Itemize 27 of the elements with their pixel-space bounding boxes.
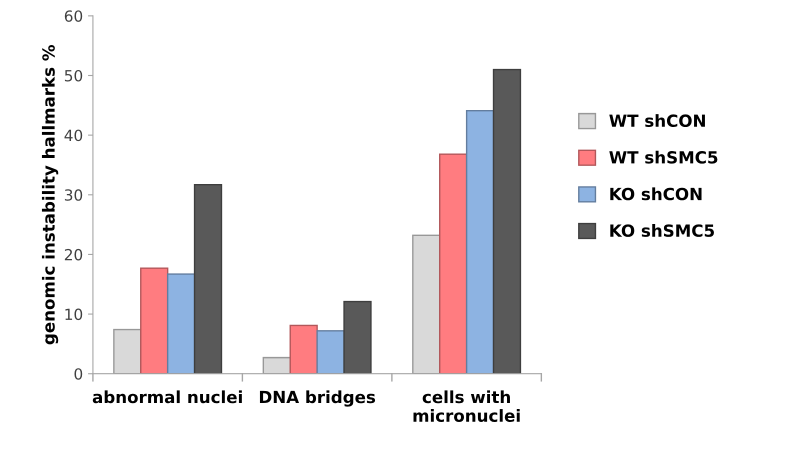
y-tick-label: 40	[64, 130, 82, 142]
legend-label: KO shSMC5	[610, 224, 714, 237]
y-axis-title: genomic instability hallmarks %	[42, 45, 58, 344]
bar	[439, 154, 468, 374]
bar	[316, 330, 345, 374]
y-tick-label: 20	[64, 248, 82, 260]
x-tick-label: abnormal nuclei	[92, 390, 242, 404]
y-tick-label: 0	[74, 368, 82, 380]
bar	[466, 110, 494, 374]
bar	[290, 324, 318, 374]
legend-label: WT shCON	[609, 114, 705, 128]
bar	[140, 267, 168, 374]
bar	[262, 356, 291, 374]
bar	[166, 273, 196, 374]
x-tick-label: DNA bridges	[260, 390, 376, 407]
bar	[113, 328, 142, 374]
bar	[412, 234, 440, 374]
x-tick-label: cells with micronuclei	[414, 390, 520, 422]
bar	[492, 68, 522, 374]
y-tick-label: 10	[65, 308, 82, 320]
bar	[194, 184, 222, 374]
legend-label: KO shCON	[610, 187, 702, 200]
legend-label: WT shSMC5	[609, 150, 718, 164]
y-tick-label: 50	[64, 70, 82, 82]
y-tick-label: 30	[64, 189, 82, 201]
y-tick-label: 60	[64, 10, 82, 22]
bar	[343, 300, 372, 374]
